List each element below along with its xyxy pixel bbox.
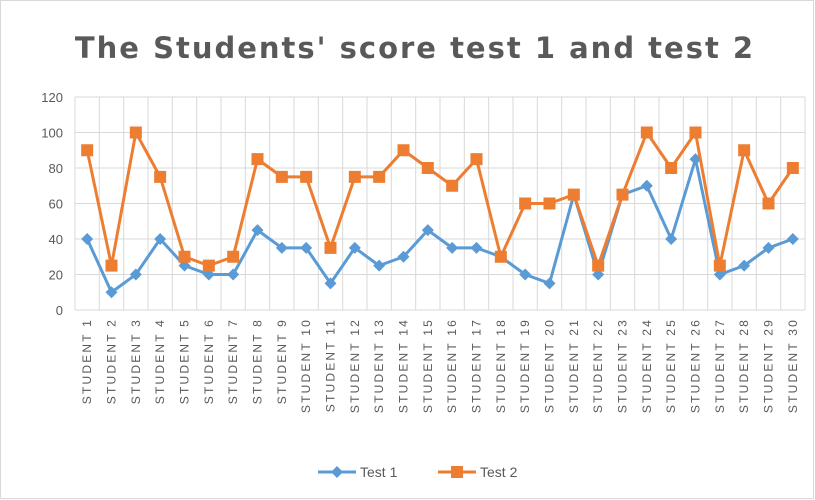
point-marker	[105, 259, 118, 272]
point-marker	[713, 259, 726, 272]
point-marker	[129, 126, 142, 139]
point-marker	[616, 188, 629, 201]
point-marker	[421, 224, 434, 237]
legend-label: Test 2	[480, 464, 518, 480]
y-tick-label: 100	[41, 126, 63, 141]
x-tick-label: STUDENT 3	[129, 318, 143, 404]
x-tick-label: STUDENT 10	[299, 318, 313, 413]
legend-label: Test 1	[360, 464, 398, 480]
y-tick-label: 60	[49, 197, 63, 212]
y-tick-label: 40	[49, 232, 63, 247]
point-marker	[786, 233, 799, 245]
x-tick-label: STUDENT 12	[348, 318, 362, 413]
point-marker	[762, 241, 775, 254]
point-marker	[543, 197, 556, 210]
x-tick-label: STUDENT 6	[202, 318, 216, 404]
point-marker	[81, 233, 94, 245]
point-marker	[397, 144, 410, 157]
x-tick-label: STUDENT 9	[275, 318, 289, 404]
x-tick-label: STUDENT 16	[445, 318, 459, 413]
point-marker	[519, 197, 532, 210]
x-tick-label: STUDENT 22	[591, 318, 605, 413]
point-marker	[251, 153, 264, 166]
point-marker	[470, 153, 483, 166]
point-marker	[519, 268, 532, 281]
x-tick-label: STUDENT 15	[421, 318, 435, 413]
x-tick-label: STUDENT 13	[372, 318, 386, 413]
x-tick-label: STUDENT 26	[689, 318, 703, 413]
chart-title: The Students' score test 1 and test 2	[75, 31, 755, 65]
x-tick-label: STUDENT 17	[470, 318, 484, 413]
point-marker	[81, 144, 94, 157]
point-marker	[251, 224, 264, 237]
point-marker	[227, 268, 240, 281]
x-tick-label: STUDENT 20	[543, 318, 557, 413]
point-marker	[202, 259, 215, 272]
point-marker	[105, 286, 118, 299]
point-marker	[324, 241, 337, 254]
x-tick-label: STUDENT 21	[567, 318, 581, 413]
x-tick-label: STUDENT 27	[713, 318, 727, 413]
x-tick-label: STUDENT 11	[324, 318, 338, 412]
point-marker	[421, 162, 434, 174]
y-tick-label: 80	[49, 161, 63, 176]
y-tick-label: 0	[56, 303, 63, 318]
point-marker	[762, 197, 775, 210]
point-marker	[567, 188, 580, 201]
point-marker	[348, 170, 361, 183]
point-marker	[300, 241, 313, 254]
legend-marker	[331, 466, 343, 478]
point-marker	[470, 241, 483, 254]
x-tick-label: STUDENT 18	[494, 318, 508, 413]
point-marker	[373, 170, 386, 183]
point-marker	[640, 126, 653, 139]
point-marker	[275, 170, 288, 183]
point-marker	[738, 144, 751, 157]
point-marker	[178, 250, 191, 263]
x-tick-label: STUDENT 19	[518, 318, 532, 413]
point-marker	[154, 170, 167, 183]
point-marker	[129, 268, 142, 281]
x-tick-label: STUDENT 7	[226, 318, 240, 404]
point-marker	[640, 179, 653, 192]
point-marker	[324, 277, 337, 290]
y-tick-label: 20	[49, 268, 63, 283]
point-marker	[300, 170, 313, 183]
x-tick-label: STUDENT 28	[737, 318, 751, 413]
x-tick-label: STUDENT 4	[153, 318, 167, 404]
legend-marker	[451, 466, 463, 478]
point-marker	[786, 162, 799, 174]
x-tick-label: STUDENT 5	[178, 318, 192, 404]
point-marker	[494, 250, 507, 263]
point-marker	[373, 259, 386, 272]
point-marker	[227, 250, 240, 263]
x-tick-label: STUDENT 2	[105, 318, 119, 404]
point-marker	[154, 233, 167, 245]
x-tick-label: STUDENT 30	[786, 318, 800, 413]
x-tick-label: STUDENT 24	[640, 318, 654, 413]
point-marker	[446, 241, 459, 254]
point-marker	[275, 241, 288, 254]
point-marker	[665, 162, 678, 174]
x-tick-label: STUDENT 14	[397, 318, 411, 413]
point-marker	[738, 259, 751, 272]
point-marker	[592, 259, 605, 272]
point-marker	[543, 277, 556, 290]
x-tick-label: STUDENT 23	[616, 318, 630, 413]
point-marker	[446, 179, 459, 192]
x-tick-label: STUDENT 8	[251, 318, 265, 404]
y-tick-label: 120	[41, 90, 63, 105]
point-marker	[397, 250, 410, 263]
x-tick-label: STUDENT 25	[664, 318, 678, 413]
x-tick-label: STUDENT 1	[80, 318, 94, 404]
point-marker	[689, 126, 702, 139]
point-marker	[348, 241, 361, 254]
point-marker	[665, 233, 678, 245]
x-tick-label: STUDENT 29	[762, 318, 776, 413]
